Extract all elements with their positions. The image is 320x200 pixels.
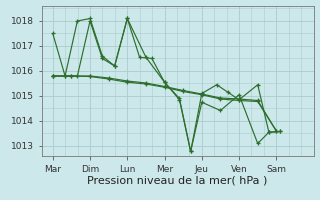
X-axis label: Pression niveau de la mer( hPa ): Pression niveau de la mer( hPa ): [87, 175, 268, 185]
